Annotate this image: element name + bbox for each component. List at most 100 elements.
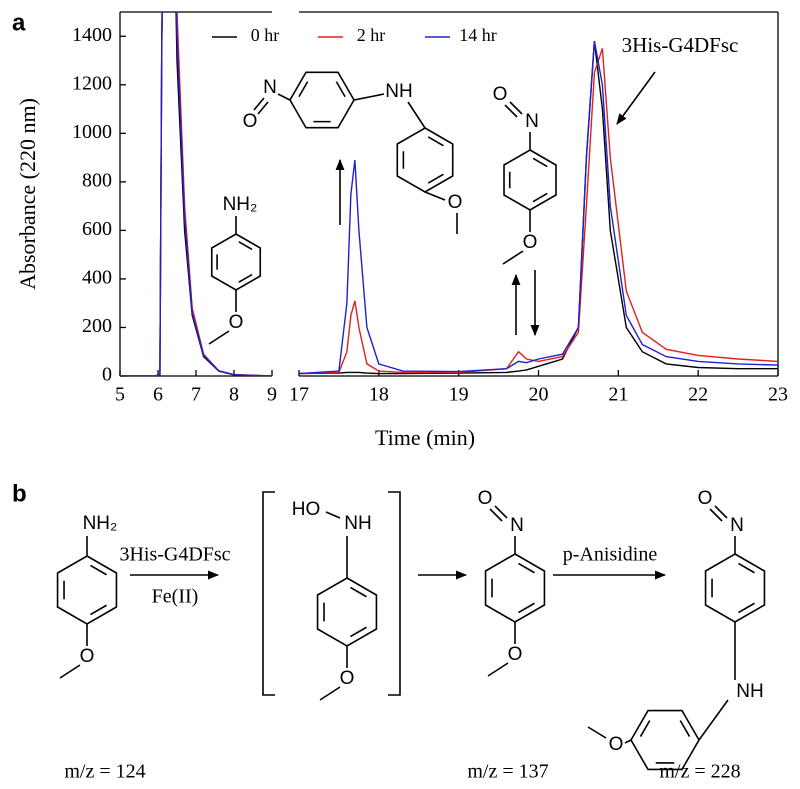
atom-label: NH [736,681,763,702]
bond [277,93,291,101]
double-bond [738,562,755,574]
atom-label: O [243,111,258,132]
bond [504,104,518,118]
y-tick-label: 0 [102,364,112,386]
legend-label: 14 hr [459,25,497,45]
bond [587,726,607,739]
atom-label: O [523,232,538,253]
bond [624,739,632,744]
atom-label: N [730,515,744,536]
atom-label: O [478,488,493,509]
double-bond [238,241,253,251]
benzene-ring [289,71,355,129]
double-bond [532,157,548,168]
benzene-ring [484,553,546,623]
bond [509,101,523,115]
double-bond [427,173,444,184]
atom-label: NH [385,81,412,102]
y-tick-label: 400 [82,267,112,289]
x-tick-label: 17 [289,384,309,406]
bond [407,101,426,129]
atom-label: O [698,488,713,509]
atom-label: NH [344,513,371,534]
atom-label: N [525,111,539,132]
atom-label: O [508,644,523,665]
bond [253,97,265,111]
x-tick-label: 9 [267,384,277,406]
double-bond [335,81,346,98]
double-bond [679,720,691,737]
x-tick-label: 23 [768,384,788,406]
bond [489,508,503,522]
y-tick-label: 800 [82,169,112,191]
y-tick-label: 200 [82,315,112,337]
bond [709,508,723,522]
y-axis-label: Absorbance (220 nm) [15,98,40,290]
x-tick-label: 20 [529,384,549,406]
bond [257,101,269,115]
reagent: p-Anisidine [563,544,658,566]
x-tick-label: 21 [608,384,628,406]
atom-label: O [609,734,624,755]
double-bond [90,604,107,616]
mz-label: m/z = 137 [467,761,548,783]
bond [424,191,446,201]
x-tick-label: 22 [688,384,708,406]
double-bond [532,192,548,203]
benzene-ring [56,555,118,625]
benzene-ring [630,709,700,771]
atom-label: NH₂ [83,513,118,534]
mz-label: m/z = 228 [659,761,740,783]
bond [698,699,729,741]
atom-label: O [448,192,463,213]
bond [494,505,508,519]
atom-label: O [229,312,244,333]
legend-label: 2 hr [357,25,386,45]
double-bond [427,136,444,147]
atom-label: O [80,646,95,667]
double-bond [350,626,367,638]
y-tick-label: 1200 [72,72,112,94]
double-bond [518,602,535,614]
reagent: 3His-G4DFsc [119,544,230,566]
y-tick-label: 1400 [72,24,112,46]
benzene-ring [396,127,454,193]
panel-label: b [12,480,27,507]
arrows [130,71,667,696]
bond [59,664,81,679]
bond [502,250,524,265]
atom-label: N [510,515,524,536]
bond [487,662,509,677]
x-tick-label: 8 [229,384,239,406]
structures [56,71,766,771]
x-tick-label: 18 [369,384,389,406]
reagent: Fe(II) [152,586,199,608]
double-bond [738,602,755,614]
benzene-ring [704,553,766,623]
double-bond [639,720,651,737]
x-tick-label: 19 [449,384,469,406]
data-line [120,12,778,376]
mz-label: m/z = 124 [64,761,145,783]
y-tick-label: 600 [82,218,112,240]
x-tick-label: 7 [191,384,201,406]
panel-label: a [12,9,26,36]
double-bond [238,273,253,283]
double-bond [518,562,535,574]
atom-label: O [493,84,508,105]
legend-label: 0 hr [251,25,280,45]
double-bond [90,564,107,576]
annotation: 3His-G4DFsc [622,33,739,57]
bond [714,505,728,519]
bond [353,93,385,101]
bond [325,511,341,519]
double-bond [350,586,367,598]
bond [319,686,341,701]
atom-label: N [263,77,277,98]
x-axis-label: Time (min) [375,425,475,450]
benzene-ring [503,149,557,211]
atom-label: O [340,668,355,689]
atom-label: HO [292,499,321,520]
x-tick-label: 6 [153,384,163,406]
